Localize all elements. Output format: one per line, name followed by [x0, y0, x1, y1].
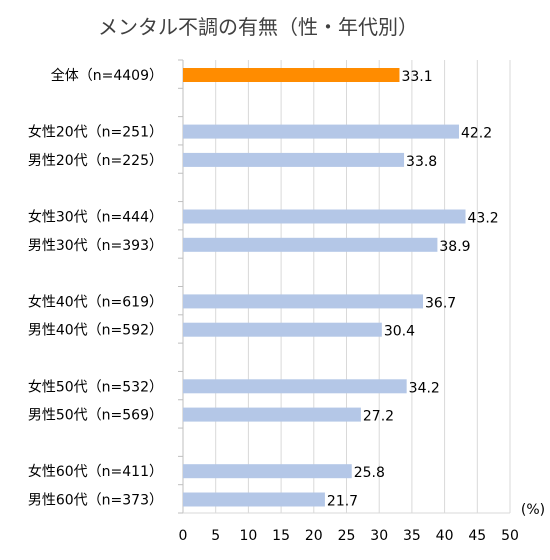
category-label: 男性40代（n=592）: [28, 323, 163, 339]
x-tick-label: 10: [239, 528, 257, 544]
value-label: 30.4: [384, 324, 415, 340]
x-tick-label: 40: [436, 528, 454, 544]
x-tick-label: 35: [403, 528, 421, 544]
x-tick-label: 50: [501, 528, 519, 544]
bar: [183, 379, 407, 394]
category-label: 男性20代（n=225）: [28, 153, 163, 169]
bar: [183, 68, 400, 82]
value-label: 42.2: [461, 126, 492, 142]
category-label: 女性30代（n=444）: [28, 209, 163, 226]
category-label: 女性50代（n=532）: [28, 378, 163, 395]
value-label: 34.2: [409, 380, 440, 396]
value-label: 21.7: [327, 494, 358, 510]
unit-label: (%): [521, 502, 545, 518]
x-tick-label: 30: [370, 528, 388, 544]
bar: [183, 492, 325, 507]
category-label: 女性40代（n=619）: [28, 293, 163, 310]
category-label: 女性20代（n=251）: [28, 124, 163, 141]
value-label: 36.7: [425, 295, 456, 311]
bar: [183, 237, 438, 252]
category-label: 男性50代（n=569）: [28, 408, 163, 424]
value-label: 27.2: [363, 409, 394, 425]
value-label: 43.2: [468, 211, 499, 227]
bars: [183, 68, 466, 507]
bar: [183, 464, 352, 479]
value-label: 33.8: [406, 154, 437, 170]
bar: [183, 209, 466, 224]
x-tick-labels: 0 5 10 15 20 25 30 35 40 45 50: [179, 528, 519, 544]
x-tick-label: 5: [211, 528, 220, 544]
category-label: 全体（n=4409）: [51, 67, 163, 84]
x-tick-label: 45: [468, 528, 486, 544]
bar: [183, 407, 361, 422]
bar: [183, 124, 459, 139]
value-label: 25.8: [354, 465, 385, 481]
bar: [183, 294, 424, 309]
bar: [183, 322, 382, 337]
category-label: 男性60代（n=373）: [28, 493, 163, 509]
category-labels: 全体（n=4409） 女性20代（n=251） 男性20代（n=225） 女性30代（…: [28, 67, 163, 509]
x-tick-label: 15: [272, 528, 290, 544]
value-label: 33.1: [401, 69, 432, 85]
value-labels: 33.1 42.2 33.8 43.2 38.9 36.7 30.4 34.2 27.2 25.8…: [327, 69, 499, 510]
x-tick-label: 25: [338, 528, 356, 544]
chart-title: メンタル不調の有無（性・年代別）: [98, 15, 418, 39]
bar: [183, 152, 405, 167]
category-label: 男性30代（n=393）: [28, 238, 163, 254]
x-tick-label: 0: [179, 528, 188, 544]
x-tick-label: 20: [305, 528, 323, 544]
value-label: 38.9: [439, 239, 470, 255]
category-label: 女性60代（n=411）: [28, 463, 163, 480]
